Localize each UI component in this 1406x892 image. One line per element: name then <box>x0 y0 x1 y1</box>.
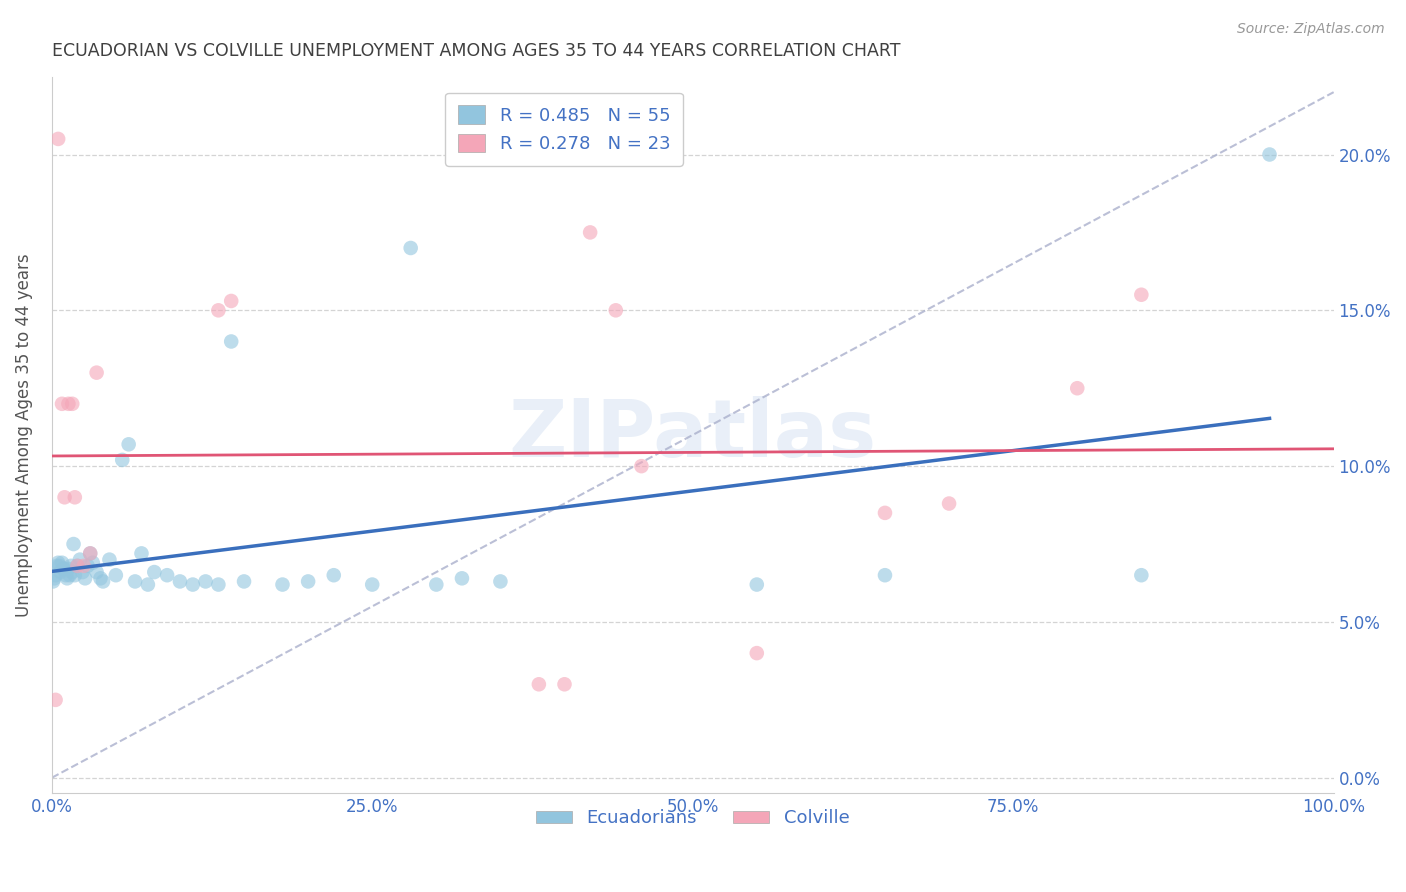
Point <box>79 546 101 560</box>
Text: ZIPatlas: ZIPatlas <box>509 396 877 474</box>
Point <box>59 568 82 582</box>
Point <box>207 577 229 591</box>
Y-axis label: Unemployment Among Ages 35 to 44 years: Unemployment Among Ages 35 to 44 years <box>15 253 32 616</box>
Point <box>79 546 101 560</box>
Point <box>46 556 69 570</box>
Point <box>181 577 204 591</box>
Point <box>1130 287 1153 301</box>
Point <box>938 496 960 510</box>
Point <box>873 506 896 520</box>
Point <box>89 571 111 585</box>
Point <box>53 491 76 505</box>
Point <box>630 459 652 474</box>
Point <box>44 571 66 585</box>
Point <box>1258 147 1281 161</box>
Point <box>131 546 153 560</box>
Point <box>553 677 575 691</box>
Point <box>63 568 86 582</box>
Point <box>124 574 146 589</box>
Point <box>425 577 447 591</box>
Point <box>1130 568 1153 582</box>
Point <box>58 397 80 411</box>
Point <box>62 537 84 551</box>
Point <box>605 303 627 318</box>
Point <box>143 565 166 579</box>
Point <box>451 571 474 585</box>
Point <box>136 577 159 591</box>
Point <box>399 241 422 255</box>
Point <box>53 562 76 576</box>
Point <box>73 558 96 573</box>
Point <box>111 453 134 467</box>
Point <box>207 303 229 318</box>
Point <box>66 558 89 573</box>
Point <box>42 574 65 589</box>
Point <box>745 577 768 591</box>
Point <box>72 565 94 579</box>
Point <box>45 558 67 573</box>
Point <box>86 366 108 380</box>
Point <box>48 558 70 573</box>
Point <box>156 568 179 582</box>
Point <box>75 571 97 585</box>
Legend: Ecuadorians, Colville: Ecuadorians, Colville <box>529 802 856 835</box>
Point <box>219 293 242 308</box>
Point <box>169 574 191 589</box>
Point <box>527 677 550 691</box>
Point <box>489 574 512 589</box>
Point <box>91 574 114 589</box>
Text: ECUADORIAN VS COLVILLE UNEMPLOYMENT AMONG AGES 35 TO 44 YEARS CORRELATION CHART: ECUADORIAN VS COLVILLE UNEMPLOYMENT AMON… <box>52 42 900 60</box>
Point <box>51 397 73 411</box>
Point <box>66 558 89 573</box>
Point <box>322 568 344 582</box>
Point <box>46 132 69 146</box>
Point <box>219 334 242 349</box>
Point <box>233 574 256 589</box>
Point <box>194 574 217 589</box>
Point <box>745 646 768 660</box>
Point <box>63 491 86 505</box>
Point <box>60 397 83 411</box>
Point <box>873 568 896 582</box>
Point <box>271 577 294 591</box>
Point <box>104 568 127 582</box>
Point <box>361 577 384 591</box>
Point <box>51 556 73 570</box>
Point <box>56 571 79 585</box>
Point <box>86 565 108 579</box>
Point <box>69 552 91 566</box>
Point <box>52 562 75 576</box>
Point <box>58 562 80 576</box>
Point <box>49 565 72 579</box>
Text: Source: ZipAtlas.com: Source: ZipAtlas.com <box>1237 22 1385 37</box>
Point <box>82 556 104 570</box>
Point <box>45 568 67 582</box>
Point <box>60 565 83 579</box>
Point <box>76 558 98 573</box>
Point <box>579 226 602 240</box>
Point <box>98 552 121 566</box>
Point <box>118 437 141 451</box>
Point <box>55 568 77 582</box>
Point <box>59 558 82 573</box>
Point <box>45 693 67 707</box>
Point <box>1066 381 1088 395</box>
Point <box>297 574 319 589</box>
